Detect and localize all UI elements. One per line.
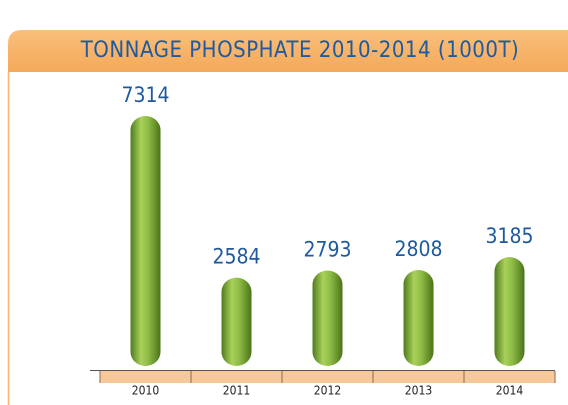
bar: [221, 277, 252, 366]
value-label: 2793: [303, 238, 351, 262]
x-tick-label: 2011: [223, 384, 250, 398]
value-label: 3185: [485, 224, 533, 248]
plot-area: 2010 7314 2011 2584 2012 2793 2013 2808 2014 3185: [99, 83, 556, 398]
bar: [494, 257, 525, 366]
bar: [130, 116, 161, 366]
value-label: 2584: [212, 245, 260, 269]
bar: [312, 270, 343, 366]
header-band: [8, 30, 568, 72]
x-tick-label: 2013: [405, 384, 432, 398]
x-tick-label: 2010: [132, 384, 160, 398]
x-tick-label: 2012: [314, 384, 341, 398]
x-tick-label: 2014: [496, 384, 524, 398]
value-label: 2808: [394, 237, 442, 261]
chart-title: TONNAGE PHOSPHATE 2010-2014 (1000T): [80, 38, 520, 63]
bar: [403, 270, 434, 366]
axis-band: [100, 371, 555, 383]
value-label: 7314: [121, 83, 169, 107]
